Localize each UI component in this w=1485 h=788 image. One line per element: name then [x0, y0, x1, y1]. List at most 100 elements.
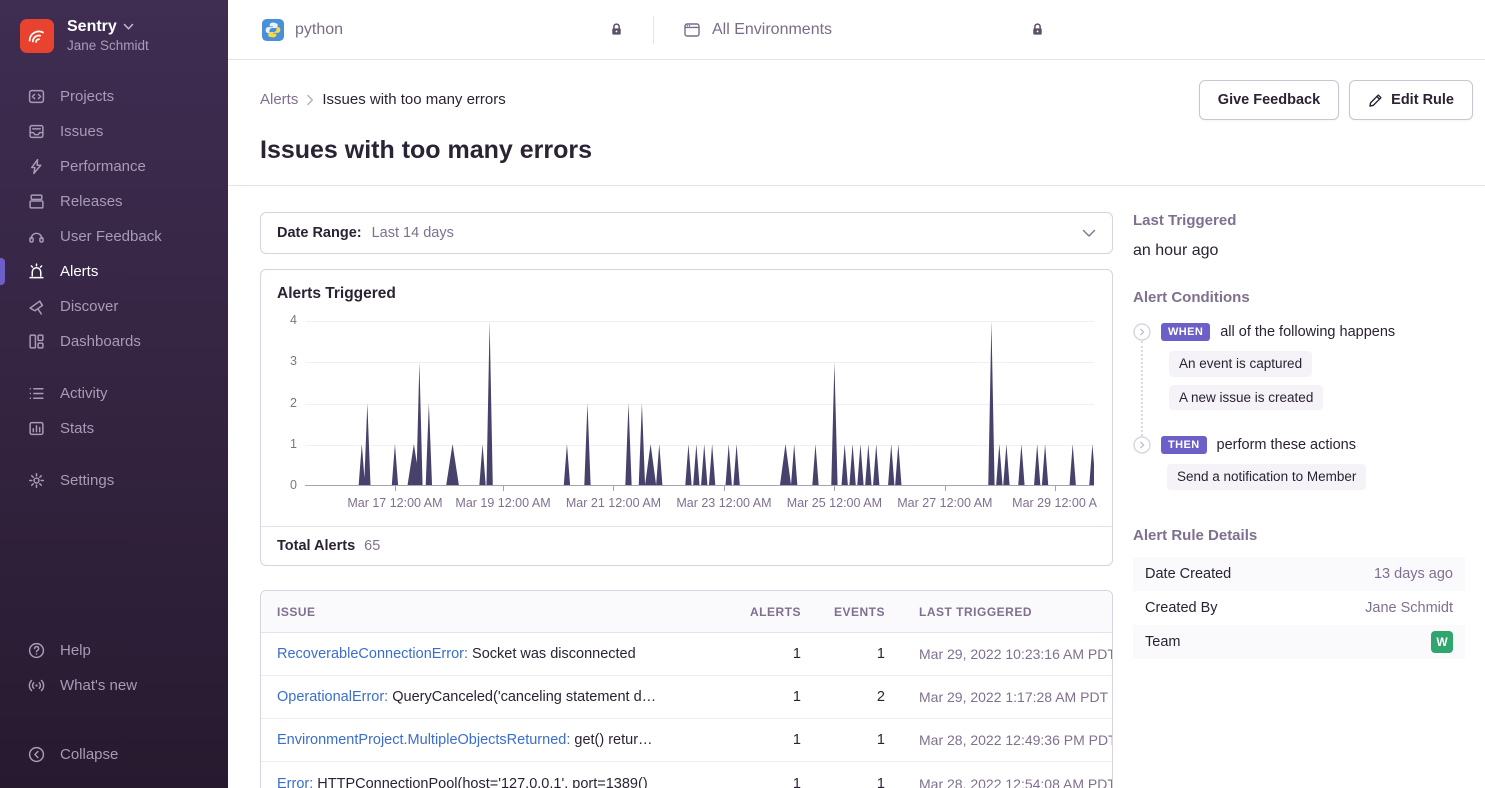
breadcrumb-alerts-link[interactable]: Alerts — [260, 91, 299, 108]
sidebar-item-label: Settings — [60, 472, 115, 489]
sidebar-collapse-button[interactable]: Collapse — [0, 737, 228, 772]
active-indicator — [0, 258, 5, 285]
sidebar-item-discover[interactable]: Discover — [0, 289, 228, 324]
then-condition-row: THEN perform these actions — [1133, 436, 1465, 454]
x-tick-mark — [944, 486, 946, 491]
events-count: 1 — [876, 732, 885, 748]
issue-link[interactable]: OperationalError: — [277, 689, 389, 705]
issue-link[interactable]: EnvironmentProject.MultipleObjectsReturn… — [277, 732, 571, 748]
gridline — [305, 444, 1094, 446]
org-switcher[interactable]: Sentry Jane Schmidt — [0, 0, 228, 69]
sidebar-item-activity[interactable]: Activity — [0, 376, 228, 411]
environment-icon — [684, 22, 700, 37]
give-feedback-button[interactable]: Give Feedback — [1198, 80, 1340, 120]
page-title: Issues with too many errors — [260, 136, 593, 164]
when-text: all of the following happens — [1220, 324, 1396, 340]
collapse-icon — [28, 746, 45, 763]
sidebar-item-settings[interactable]: Settings — [0, 463, 228, 498]
broadcast-icon — [28, 679, 45, 692]
last-triggered-date: Mar 28, 2022 12:49:36 PM PDT — [919, 732, 1113, 748]
sidebar-item-whats-new[interactable]: What's new — [0, 668, 228, 703]
lock-icon[interactable] — [1030, 22, 1045, 37]
x-tick-label: Mar 19 12:00 AM — [455, 496, 551, 510]
breadcrumb-current: Issues with too many errors — [322, 91, 506, 108]
sidebar-item-label: Dashboards — [60, 333, 141, 350]
table-header: ISSUE ALERTS EVENTS LAST TRIGGERED — [261, 591, 1112, 633]
edit-rule-button[interactable]: Edit Rule — [1349, 80, 1473, 120]
alert-conditions-section: Alert Conditions WHEN all of the followi… — [1133, 289, 1465, 490]
sidebar-item-help[interactable]: Help — [0, 633, 228, 668]
condition-pill: An event is captured — [1169, 351, 1313, 377]
nav-gap — [0, 446, 228, 463]
alerts-icon — [29, 263, 44, 279]
table-row: Error: HTTPConnectionPool(host='127.0.0.… — [261, 762, 1112, 788]
x-tick-label: Mar 21 12:00 AM — [565, 496, 662, 510]
alerts-count: 1 — [792, 732, 801, 748]
issue-description: get() retur… — [570, 732, 653, 748]
project-selector[interactable]: python — [262, 18, 624, 41]
sidebar-item-label: Activity — [60, 385, 108, 402]
dashboards-icon — [29, 334, 44, 349]
pencil-icon — [1369, 93, 1382, 107]
project-name: python — [295, 20, 344, 38]
when-conditions-list: An event is captured A new issue is crea… — [1141, 341, 1465, 436]
y-tick-label: 2 — [290, 395, 297, 410]
sidebar: Sentry Jane Schmidt Projects Issues Perf… — [0, 0, 228, 788]
environment-selector[interactable]: All Environments — [683, 21, 1045, 39]
y-tick-label: 0 — [290, 478, 297, 492]
issues-icon — [29, 124, 44, 139]
sidebar-item-stats[interactable]: Stats — [0, 411, 228, 446]
date-range-select[interactable]: Date Range: Last 14 days — [260, 212, 1113, 254]
nav-spacer — [0, 498, 228, 633]
circle-chevron-icon — [1133, 436, 1151, 454]
give-feedback-label: Give Feedback — [1217, 92, 1321, 108]
table-row: OperationalError: QueryCanceled('canceli… — [261, 676, 1112, 719]
x-tick-mark — [503, 486, 505, 491]
issue-description: QueryCanceled('canceling statement d… — [388, 689, 657, 705]
x-tick-label: Mar 23 12:00 AM — [676, 496, 772, 510]
sidebar-item-alerts[interactable]: Alerts — [0, 254, 228, 289]
sidebar-item-user-feedback[interactable]: User Feedback — [0, 219, 228, 254]
alert-rule-details-section: Alert Rule Details Date Created 13 days … — [1133, 527, 1465, 659]
x-tick-mark — [1054, 486, 1056, 491]
events-count: 2 — [876, 689, 885, 705]
issue-link[interactable]: RecoverableConnectionError: — [277, 646, 469, 662]
last-triggered-heading: Last Triggered — [1133, 212, 1237, 229]
nav-gap — [0, 359, 228, 376]
x-tick-label: Mar 25 12:00 AM — [786, 496, 883, 510]
chart-title: Alerts Triggered — [277, 285, 396, 302]
action-pill: Send a notification to Member — [1167, 464, 1367, 490]
total-alerts-label: Total Alerts — [277, 538, 356, 554]
condition-pill: A new issue is created — [1169, 384, 1324, 410]
sidebar-item-dashboards[interactable]: Dashboards — [0, 324, 228, 359]
events-count: 1 — [876, 775, 885, 788]
edit-rule-label: Edit Rule — [1391, 92, 1454, 108]
gridline — [305, 403, 1094, 405]
gridline — [305, 362, 1094, 364]
team-avatar-badge[interactable]: W — [1431, 630, 1453, 653]
sidebar-item-releases[interactable]: Releases — [0, 184, 228, 219]
sidebar-item-label: Issues — [60, 123, 104, 140]
main-column: python All Environments — [228, 0, 1485, 788]
projects-icon — [28, 89, 45, 104]
alerts-chart-xaxis: Mar 17 12:00 AM Mar 19 12:00 AM Mar 21 12:… — [305, 486, 1097, 520]
alerts-chart-plot: 0 1 2 3 4 — [290, 313, 1094, 492]
lock-icon[interactable] — [609, 22, 624, 37]
detail-row: Date Created 13 days ago — [1133, 556, 1465, 591]
alert-rule-details-heading: Alert Rule Details — [1133, 526, 1258, 544]
then-text: perform these actions — [1216, 437, 1356, 453]
nav-gap — [0, 703, 228, 720]
sidebar-item-issues[interactable]: Issues — [0, 114, 228, 149]
sidebar-item-performance[interactable]: Performance — [0, 149, 228, 184]
detail-key: Team — [1145, 633, 1181, 650]
date-range-label: Date Range: — [277, 225, 362, 241]
detail-key: Date Created — [1145, 565, 1232, 582]
last-triggered-date: Mar 29, 2022 1:17:28 AM PDT — [919, 689, 1109, 705]
alerts-spikes-series — [358, 321, 1094, 485]
when-condition-row: WHEN all of the following happens — [1133, 323, 1465, 341]
sidebar-item-label: Performance — [60, 158, 146, 175]
issue-link[interactable]: Error: — [277, 775, 314, 788]
sidebar-item-projects[interactable]: Projects — [0, 79, 228, 114]
python-project-icon — [262, 18, 284, 41]
